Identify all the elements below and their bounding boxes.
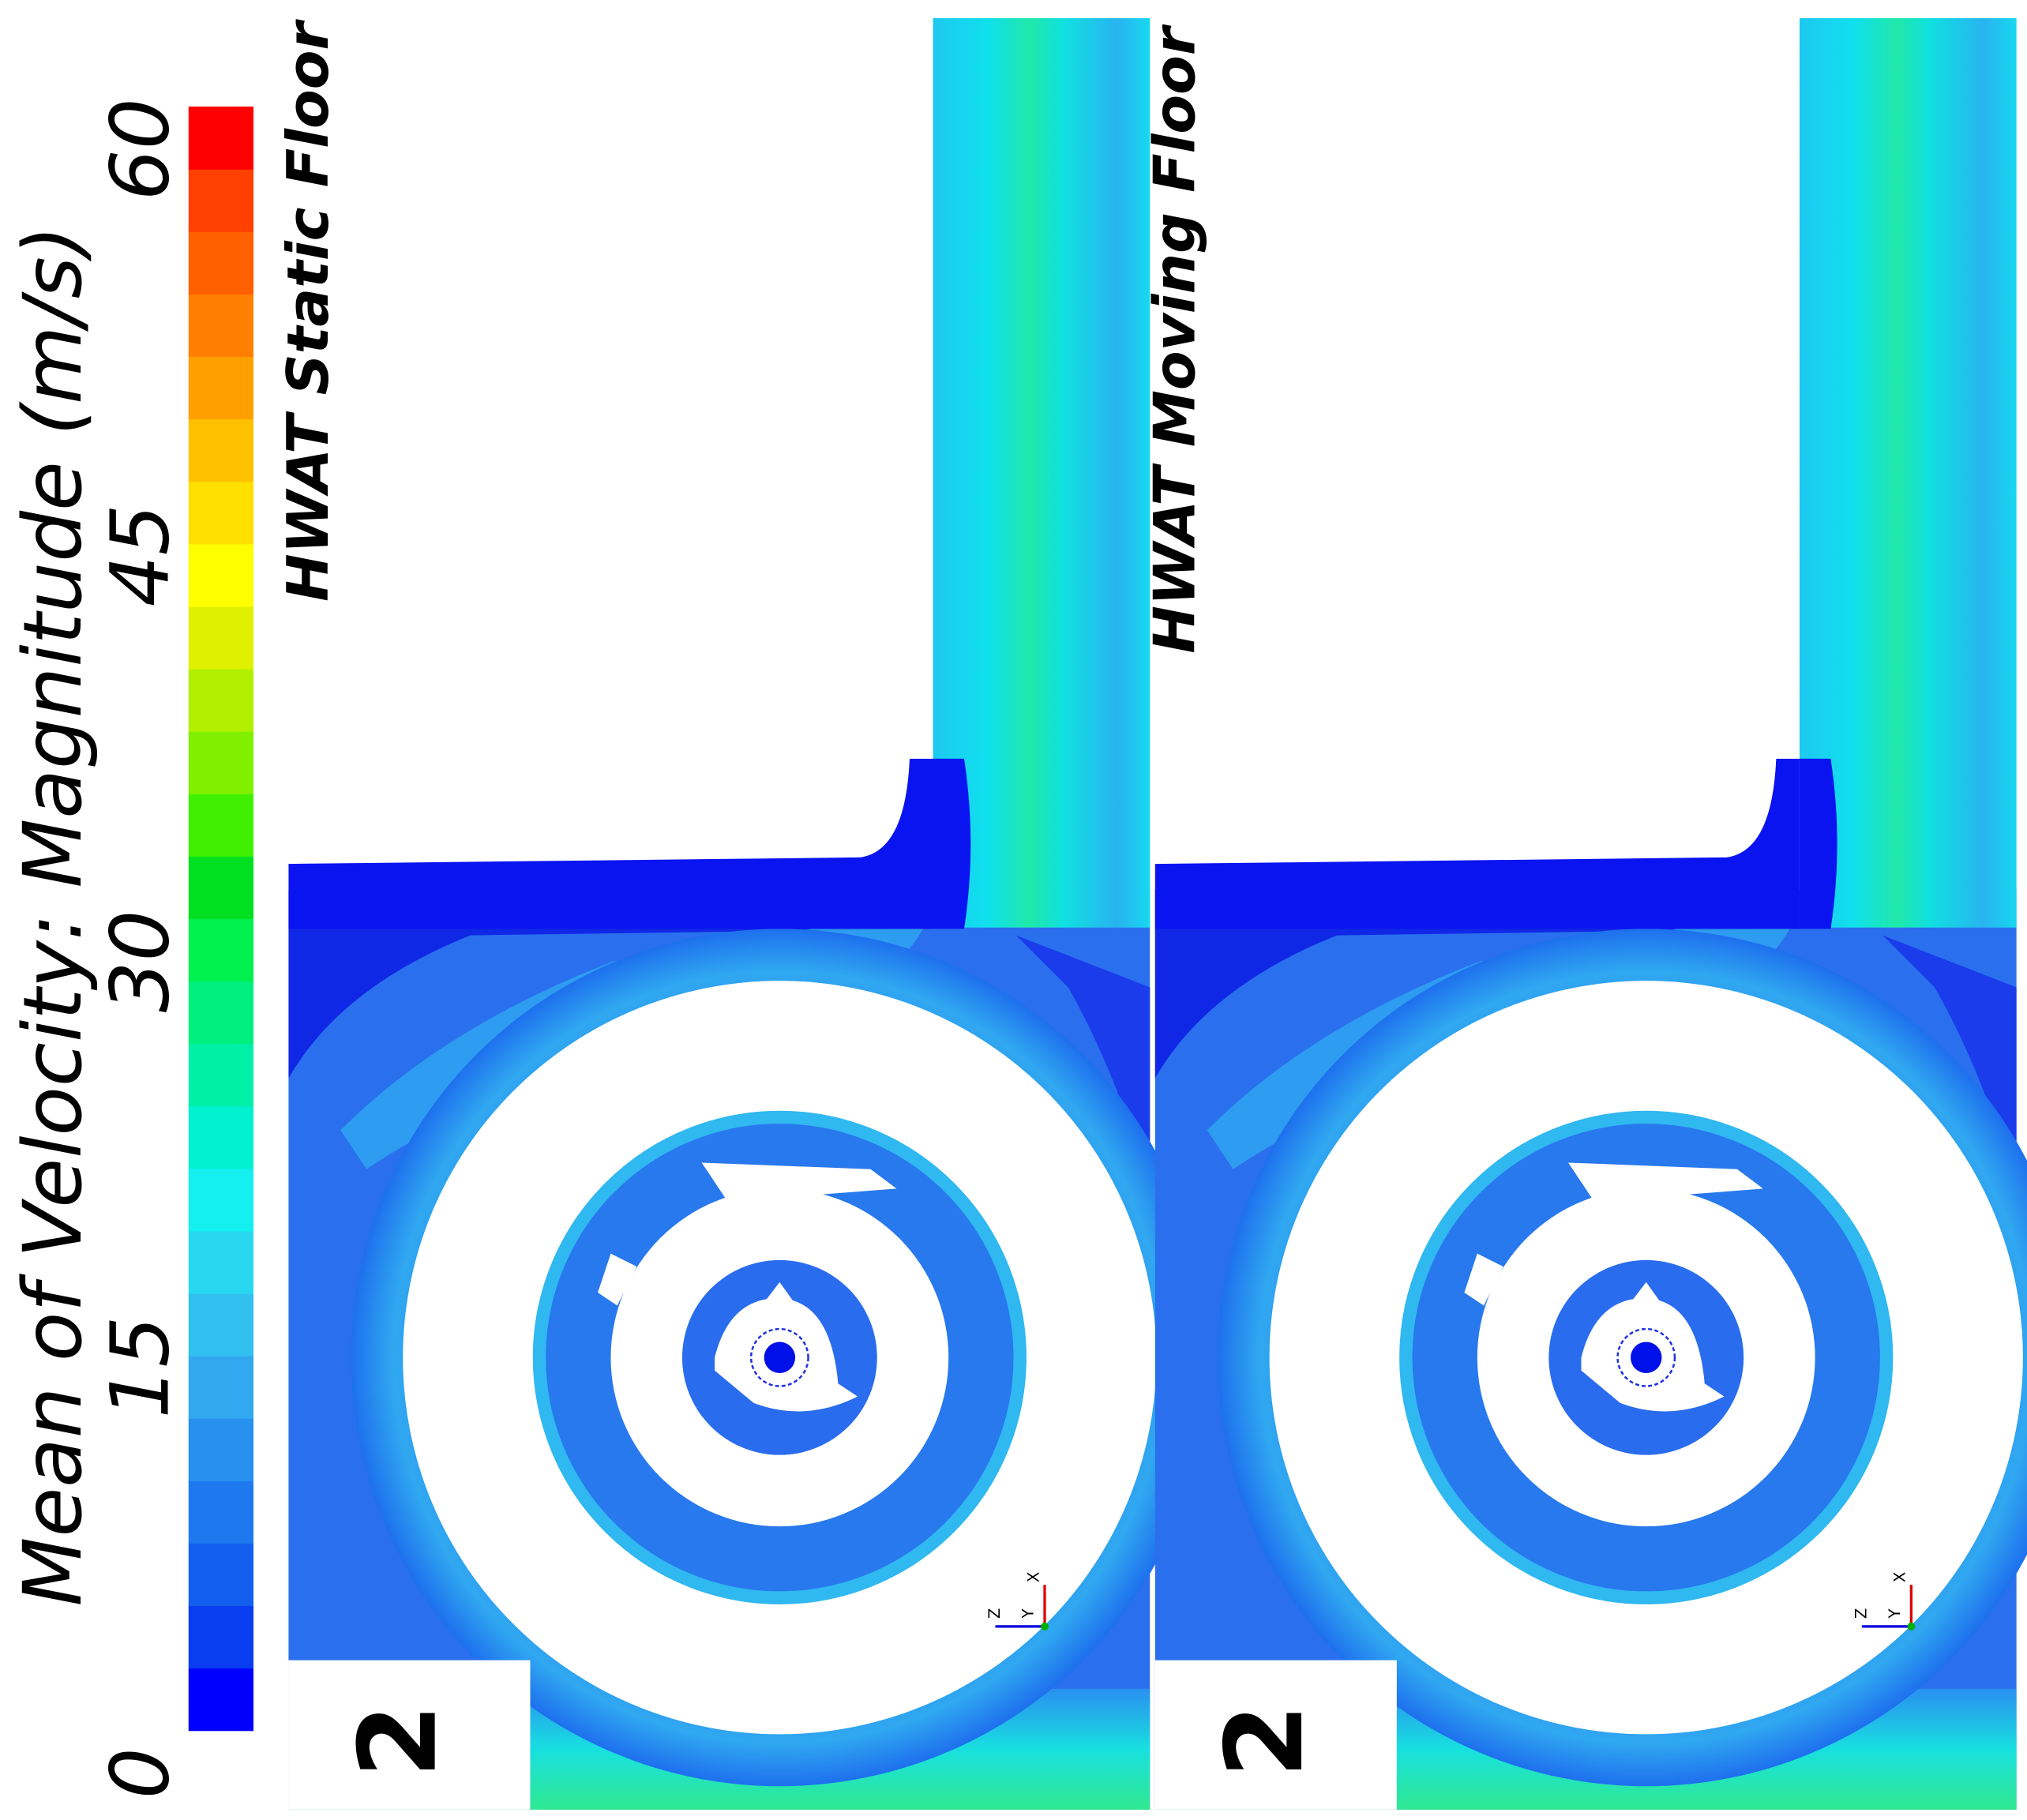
colorbar-band — [188, 1105, 254, 1169]
outlet-duct — [933, 18, 1151, 928]
colorbar-tick-label: 0 — [93, 1747, 187, 1799]
panel-title: HWAT Moving Floor — [1142, 24, 1208, 653]
dark-zone — [1154, 889, 1800, 1079]
colorbar: 0 15 30 45 60 — [93, 98, 254, 1799]
blade-gap — [598, 1162, 897, 1306]
colorbar-band — [188, 1293, 254, 1357]
axis-letter: Z — [985, 1608, 1004, 1619]
colorbar-band — [188, 1480, 254, 1544]
axis-letter: Z — [1852, 1608, 1870, 1619]
colorbar-band — [188, 543, 254, 607]
panels: 2 HWAT Static Floor X Y Z 2 HWAT Moving Floor X… — [276, 18, 2027, 1810]
colorbar-band — [188, 231, 254, 295]
colorbar-band — [188, 1417, 254, 1481]
colorbar-tick-label: 30 — [93, 910, 187, 1013]
colorbar-band — [188, 793, 254, 857]
colorbar-title: Mean of Velocity: Magnitude (m/s) — [6, 225, 100, 1606]
colorbar-band — [188, 668, 254, 732]
label-box — [1154, 1660, 1397, 1810]
colorbar-band — [188, 481, 254, 545]
axis-y — [1907, 1622, 1916, 1630]
colorbar-band — [188, 106, 254, 170]
colorbar-band — [188, 1543, 254, 1607]
contour-panel: 2 HWAT Static Floor X Y Z — [276, 18, 1209, 1810]
colorbar-band — [188, 981, 254, 1045]
axis-y — [1041, 1622, 1049, 1630]
colorbar-band — [188, 169, 254, 232]
free-space — [288, 18, 933, 759]
colorbar-band — [188, 1668, 254, 1732]
colorbar-band — [188, 856, 254, 920]
colorbar-band — [188, 1605, 254, 1669]
colorbar-band — [188, 418, 254, 482]
shaft-ring — [1616, 1327, 1676, 1387]
colorbar-band — [188, 1355, 254, 1419]
colorbar-band — [188, 918, 254, 982]
colorbar-band — [188, 1230, 254, 1294]
duct-recirculation — [1799, 758, 1837, 929]
colorbar-tick-label: 45 — [93, 504, 187, 606]
colorbar-tick-label: 60 — [93, 98, 187, 201]
duct-recirculation — [933, 758, 971, 929]
panel-title: HWAT Static Floor — [276, 19, 342, 602]
free-space-edge — [1154, 758, 1777, 861]
free-space-edge — [288, 758, 910, 861]
colorbar-band — [188, 294, 254, 358]
duct-wake — [1154, 758, 1800, 929]
colorbar-band — [188, 730, 254, 794]
panel-label: 2 — [336, 1704, 460, 1778]
dark-zone — [1882, 935, 2017, 1195]
axis-letter: X — [1891, 1572, 1909, 1583]
axis-letter: Y — [1886, 1608, 1904, 1619]
free-space — [1154, 18, 1800, 759]
axis-letter: X — [1024, 1572, 1042, 1583]
colorbar-band — [188, 1043, 254, 1107]
blade-gap — [1464, 1162, 1763, 1306]
axis-letter: Y — [1019, 1608, 1038, 1619]
dark-zone — [1015, 935, 1151, 1195]
outlet-duct — [1799, 18, 2017, 928]
shaft — [764, 1342, 796, 1374]
colorbar-band — [188, 606, 254, 670]
shaft-ring — [749, 1327, 809, 1387]
duct-wake — [288, 758, 933, 929]
shaft — [1630, 1342, 1662, 1374]
label-box — [288, 1660, 531, 1810]
colorbar-band — [188, 356, 254, 420]
contour-panel: 2 HWAT Moving Floor X Y Z — [1142, 18, 2027, 1810]
colorbar-band — [188, 1168, 254, 1232]
dark-zone — [288, 889, 933, 1079]
panel-label: 2 — [1203, 1704, 1327, 1778]
colorbar-tick-label: 15 — [93, 1316, 187, 1419]
